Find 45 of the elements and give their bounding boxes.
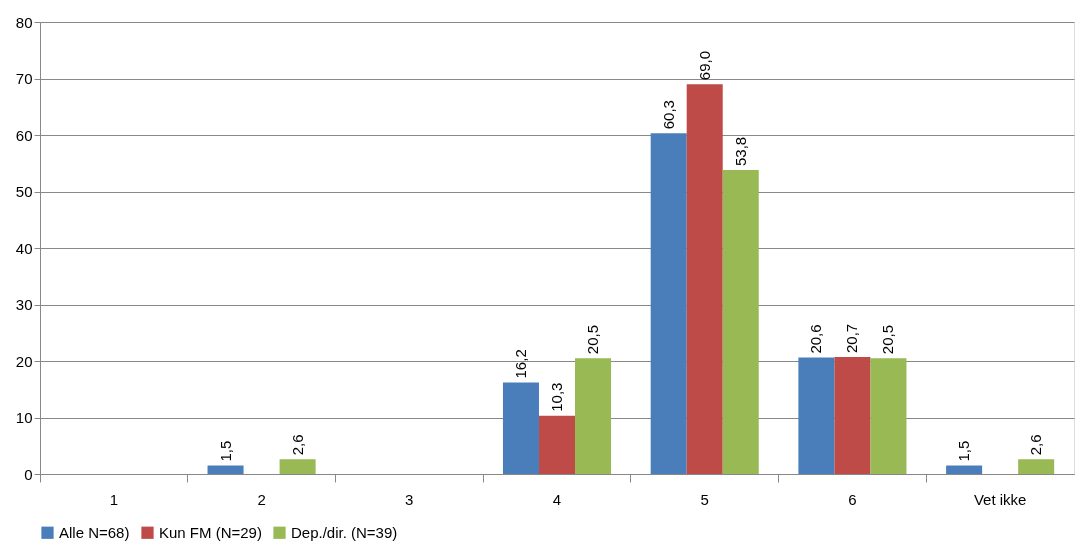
data-label: 1,5 bbox=[955, 440, 973, 462]
bar bbox=[870, 358, 907, 474]
legend-label: Dep./dir. (N=39) bbox=[291, 523, 398, 541]
data-label: 2,6 bbox=[1027, 434, 1045, 456]
bar bbox=[538, 415, 576, 474]
y-tick-label: 60 bbox=[15, 126, 33, 144]
data-label: 20,7 bbox=[843, 323, 861, 354]
y-tick-label: 50 bbox=[15, 183, 33, 200]
y-tick-label: 70 bbox=[15, 70, 33, 87]
x-tick-label: 6 bbox=[848, 490, 857, 508]
y-tick-label: 40 bbox=[15, 239, 33, 257]
y-tick-label: 30 bbox=[15, 296, 33, 313]
data-label: 16,2 bbox=[511, 349, 529, 379]
y-tick-label: 80 bbox=[15, 13, 33, 31]
y-tick-label: 0 bbox=[24, 465, 33, 483]
data-label: 20,5 bbox=[879, 324, 897, 355]
bar bbox=[502, 382, 539, 474]
bar bbox=[575, 358, 612, 474]
bar bbox=[834, 357, 871, 474]
data-label: 53,8 bbox=[731, 136, 749, 167]
bar bbox=[279, 459, 316, 474]
bar bbox=[207, 465, 244, 474]
x-tick-label: 1 bbox=[109, 490, 119, 508]
data-label: 69,0 bbox=[695, 50, 713, 81]
x-tick-label: 3 bbox=[405, 490, 414, 508]
data-label: 10,3 bbox=[548, 382, 565, 412]
bar bbox=[686, 84, 723, 474]
data-label: 20,6 bbox=[807, 324, 825, 354]
bar bbox=[650, 133, 687, 474]
data-label: 60,3 bbox=[659, 100, 677, 130]
legend-label: Alle N=68) bbox=[59, 523, 130, 541]
y-tick-label: 20 bbox=[15, 352, 33, 370]
bar bbox=[946, 465, 983, 474]
x-tick-label: 4 bbox=[552, 490, 562, 508]
bar bbox=[798, 357, 835, 474]
x-tick-label: 5 bbox=[700, 490, 709, 508]
legend-label: Kun FM (N=29) bbox=[159, 523, 262, 541]
bar bbox=[1018, 459, 1055, 474]
bar bbox=[722, 170, 759, 474]
data-label: 20,5 bbox=[584, 324, 602, 355]
data-label: 2,6 bbox=[288, 434, 306, 456]
y-tick-label: 10 bbox=[15, 409, 33, 426]
x-tick-label: 2 bbox=[257, 490, 266, 508]
x-tick-label: Vet ikke bbox=[973, 490, 1027, 508]
data-label: 1,5 bbox=[216, 440, 234, 462]
